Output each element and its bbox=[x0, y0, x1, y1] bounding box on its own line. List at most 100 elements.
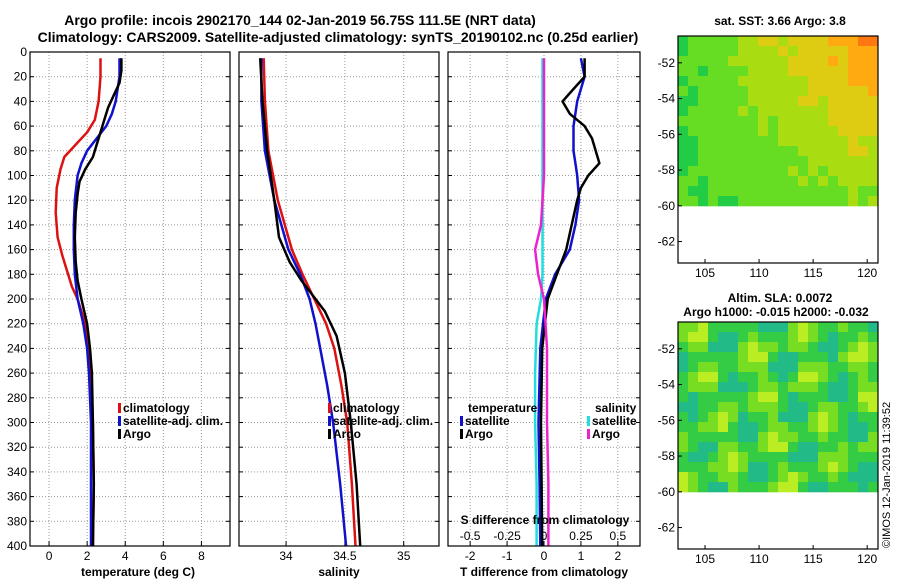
heatmap-cell bbox=[778, 332, 789, 343]
heatmap-cell bbox=[688, 322, 699, 333]
plot-frame bbox=[238, 51, 440, 547]
y-tick-label: 400 bbox=[7, 539, 27, 553]
heatmap-cell bbox=[698, 116, 709, 127]
heatmap-cell bbox=[708, 342, 719, 353]
map-x-tick-label: 105 bbox=[695, 266, 715, 280]
heatmap-cell bbox=[768, 166, 779, 177]
heatmap-cell bbox=[688, 462, 699, 473]
heatmap-cell bbox=[818, 146, 829, 157]
legend-swatch bbox=[118, 416, 121, 426]
heatmap-cell bbox=[678, 332, 689, 343]
y-tick-label: 280 bbox=[7, 391, 27, 405]
heatmap-cell bbox=[828, 442, 839, 453]
heatmap-cell bbox=[838, 156, 849, 167]
x-tick-label: 6 bbox=[160, 549, 167, 563]
heatmap-cell bbox=[828, 76, 839, 87]
heatmap-cell bbox=[678, 66, 689, 77]
heatmap-cell bbox=[868, 482, 879, 493]
heatmap-cell bbox=[758, 36, 769, 47]
heatmap-cell bbox=[688, 146, 699, 157]
heatmap-cell bbox=[688, 106, 699, 117]
y-tick-label: 320 bbox=[7, 440, 27, 454]
heatmap-cell bbox=[828, 462, 839, 473]
y-tick-label: 0 bbox=[20, 45, 27, 59]
heatmap-cell bbox=[838, 482, 849, 493]
heatmap-cell bbox=[828, 106, 839, 117]
map-y-tick-label: -56 bbox=[658, 413, 676, 427]
heatmap-cell bbox=[868, 86, 879, 97]
heatmap-cell bbox=[758, 352, 769, 363]
heatmap-cell bbox=[698, 412, 709, 423]
heatmap-cell bbox=[728, 422, 739, 433]
heatmap-cell bbox=[818, 482, 829, 493]
heatmap-cell bbox=[778, 352, 789, 363]
heatmap-cell bbox=[728, 66, 739, 77]
heatmap-cell bbox=[848, 342, 859, 353]
heatmap-cell bbox=[728, 166, 739, 177]
heatmap-cell bbox=[858, 146, 869, 157]
heatmap-cell bbox=[818, 382, 829, 393]
heatmap-cell bbox=[838, 86, 849, 97]
heatmap-cell bbox=[718, 106, 729, 117]
heatmap-cell bbox=[698, 96, 709, 107]
heatmap-cell bbox=[798, 332, 809, 343]
heatmap-cell bbox=[868, 96, 879, 107]
heatmap-cell bbox=[808, 136, 819, 147]
legend-swatch bbox=[328, 429, 331, 439]
heatmap-cell bbox=[708, 392, 719, 403]
heatmap-cell bbox=[708, 116, 719, 127]
y-tick-label: 380 bbox=[7, 514, 27, 528]
heatmap-cell bbox=[678, 156, 689, 167]
heatmap-cell bbox=[818, 86, 829, 97]
heatmap-cell bbox=[728, 196, 739, 207]
heatmap-cell bbox=[748, 482, 759, 493]
sla-map-panel: 105 110 115 120 -52 -54 -56 -58 -60 -62 Altim. SLA… bbox=[658, 291, 879, 566]
heatmap-cell bbox=[868, 36, 879, 47]
heatmap-cell bbox=[858, 126, 869, 137]
heatmap-cell bbox=[778, 342, 789, 353]
heatmap-cell bbox=[738, 176, 749, 187]
y-tick-label: 200 bbox=[7, 292, 27, 306]
heatmap-cell bbox=[818, 352, 829, 363]
x2-tick-label: 0.5 bbox=[610, 529, 627, 543]
heatmap-cell bbox=[828, 56, 839, 67]
heatmap-cell bbox=[868, 402, 879, 413]
heatmap-cell bbox=[678, 432, 689, 443]
heatmap-cell bbox=[838, 166, 849, 177]
legend-heading-temperature: temperature bbox=[468, 401, 538, 415]
heatmap-cell bbox=[708, 322, 719, 333]
heatmap-cell bbox=[848, 482, 859, 493]
heatmap-cell bbox=[858, 362, 869, 373]
heatmap-cell bbox=[738, 412, 749, 423]
map-title: sat. SST: 3.66 Argo: 3.8 bbox=[714, 14, 846, 28]
heatmap-cell bbox=[848, 136, 859, 147]
heatmap-cell bbox=[868, 166, 879, 177]
heatmap-cell bbox=[828, 482, 839, 493]
heatmap-cell bbox=[688, 136, 699, 147]
heatmap-cell bbox=[788, 76, 799, 87]
heatmap-cell bbox=[798, 462, 809, 473]
heatmap-cell bbox=[688, 352, 699, 363]
legend-swatch bbox=[587, 416, 590, 426]
heatmap-cell bbox=[838, 352, 849, 363]
heatmap-cell bbox=[718, 332, 729, 343]
heatmap-cell bbox=[868, 136, 879, 147]
heatmap-cell bbox=[868, 56, 879, 67]
heatmap-cell bbox=[808, 126, 819, 137]
heatmap-cell bbox=[798, 176, 809, 187]
heatmap-cell bbox=[748, 452, 759, 463]
heatmap-cell bbox=[828, 322, 839, 333]
sst-map-panel: 105 110 115 120 -52 -54 -56 -58 -60 -62 sat. SST: … bbox=[658, 14, 879, 280]
heatmap-cell bbox=[768, 382, 779, 393]
heatmap-cell bbox=[708, 442, 719, 453]
heatmap-cell bbox=[818, 452, 829, 463]
heatmap-cell bbox=[848, 66, 859, 77]
heatmap-cell bbox=[698, 382, 709, 393]
heatmap-cell bbox=[818, 402, 829, 413]
map-x-tick-label: 120 bbox=[857, 266, 877, 280]
heatmap-cell bbox=[868, 332, 879, 343]
heatmap-cell bbox=[798, 56, 809, 67]
heatmap-cell bbox=[748, 46, 759, 57]
heatmap-cell bbox=[848, 56, 859, 67]
legend-label: Argo bbox=[592, 427, 620, 441]
